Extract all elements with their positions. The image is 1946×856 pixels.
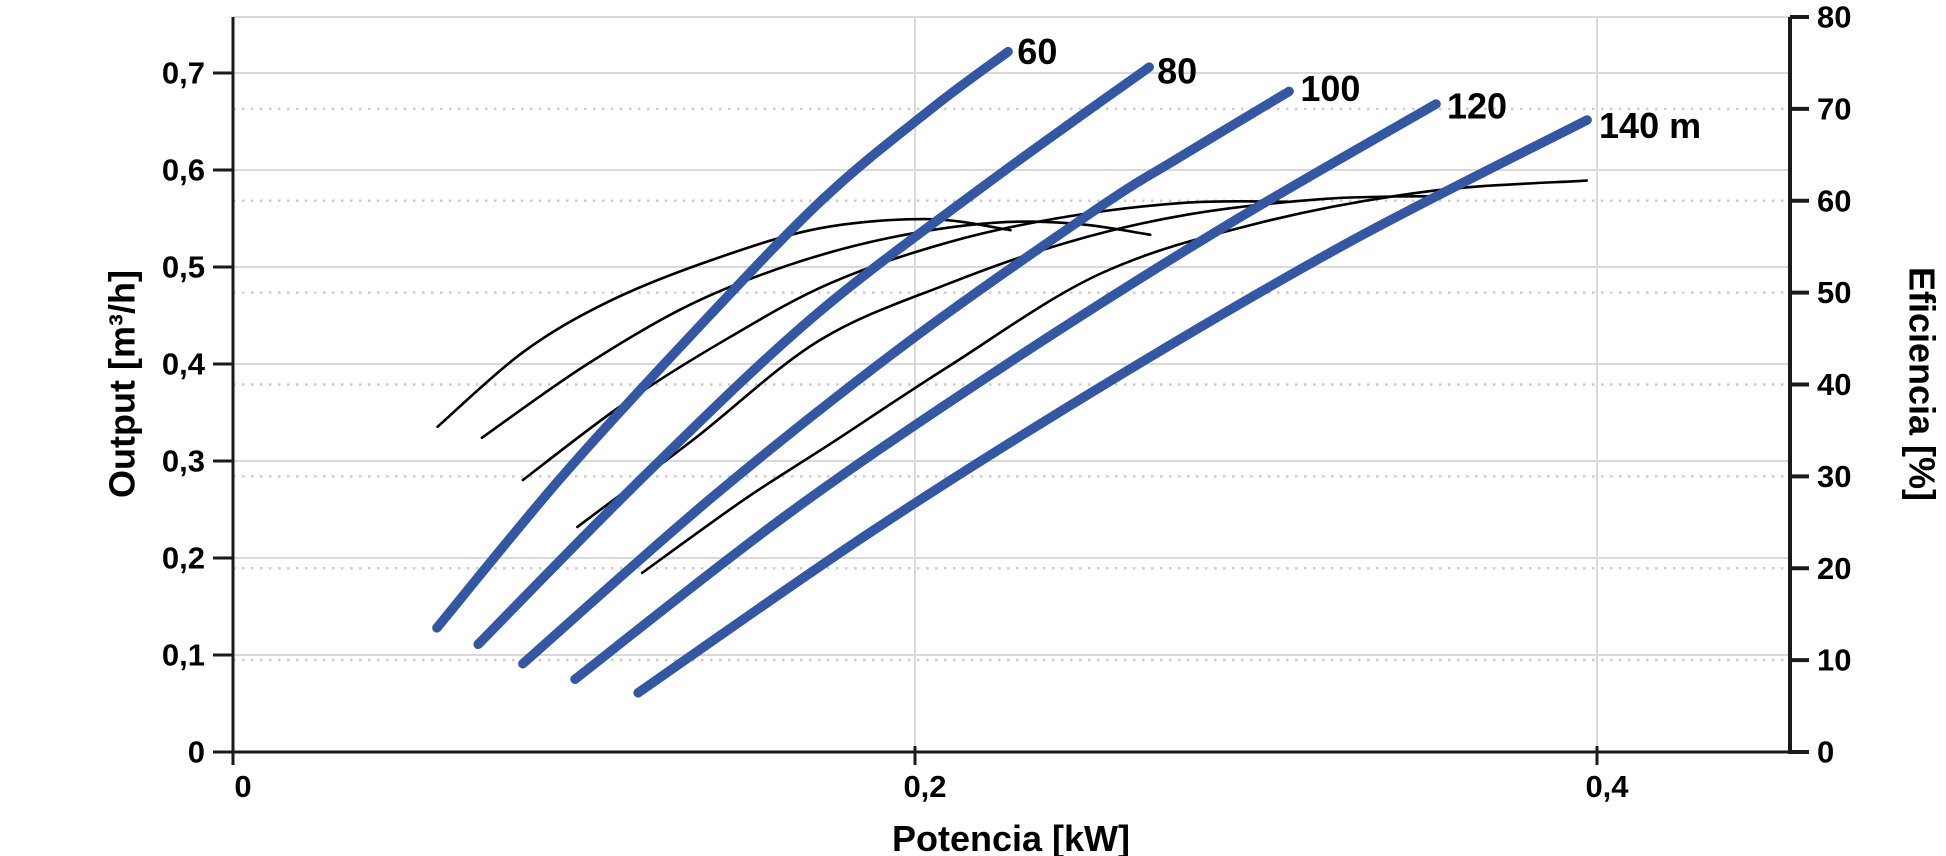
tick-marks-layer: [213, 15, 1809, 765]
y-right-tick-label: 0: [1817, 735, 1834, 770]
y-right-tick-label: 70: [1817, 91, 1851, 126]
y-left-axis-title: Output [m³/h]: [102, 270, 143, 498]
y-right-axis-title: Eficiencia [%]: [1902, 267, 1943, 501]
y-right-tick-label: 40: [1817, 367, 1851, 402]
y-left-tick-label: 0,6: [162, 152, 205, 187]
efficiency-curve-eff-60: [436, 217, 1012, 429]
pump-curve-80: [473, 62, 1155, 650]
efficiency-curve-eff-80: [480, 220, 1152, 440]
y-left-tick-label: 0,4: [162, 346, 206, 381]
head-label-80: 80: [1157, 51, 1197, 92]
grid-layer: [233, 16, 1790, 752]
y-right-tick-label: 50: [1817, 275, 1851, 310]
y-right-tick-label: 20: [1817, 551, 1851, 586]
pump-curve-140: [633, 115, 1592, 698]
head-label-140-m: 140 m: [1599, 105, 1701, 146]
efficiency-curve-eff-140: [640, 179, 1589, 575]
pump-curve-120: [570, 99, 1441, 684]
y-left-tick-label: 0,5: [162, 249, 205, 284]
x-axis-title: Potencia [kW]: [892, 818, 1130, 856]
x-tick-label: 0,2: [903, 769, 946, 804]
y-left-tick-label: 0,3: [162, 443, 205, 478]
y-left-tick-label: 0,1: [162, 637, 205, 672]
x-tick-label: 0,4: [1585, 769, 1629, 804]
curve-labels-layer: 60 80 100 120 140 m: [1017, 31, 1701, 146]
y-right-tick-label: 60: [1817, 183, 1851, 218]
pump-curve-100: [518, 86, 1294, 669]
y-left-tick-label: 0: [188, 735, 205, 770]
head-label-60: 60: [1017, 31, 1057, 72]
y-left-tick-label: 0,2: [162, 540, 205, 575]
y-right-tick-label: 10: [1817, 643, 1851, 678]
efficiency-curve-eff-120: [576, 194, 1439, 529]
pump-curves-layer: [432, 46, 1592, 698]
y-right-tick-label: 30: [1817, 459, 1851, 494]
x-tick-label: 0: [234, 769, 251, 804]
head-label-120: 120: [1447, 85, 1507, 126]
pump-curve-60: [432, 46, 1013, 633]
y-right-tick-label: 80: [1817, 0, 1851, 35]
tick-labels-layer: 0 0,1 0,2 0,3 0,4 0,5 0,6 0,7 0 10 20 30 40 50 60 70 80 0…: [162, 0, 1852, 804]
head-label-100: 100: [1300, 68, 1360, 109]
y-left-tick-label: 0,7: [162, 55, 205, 90]
